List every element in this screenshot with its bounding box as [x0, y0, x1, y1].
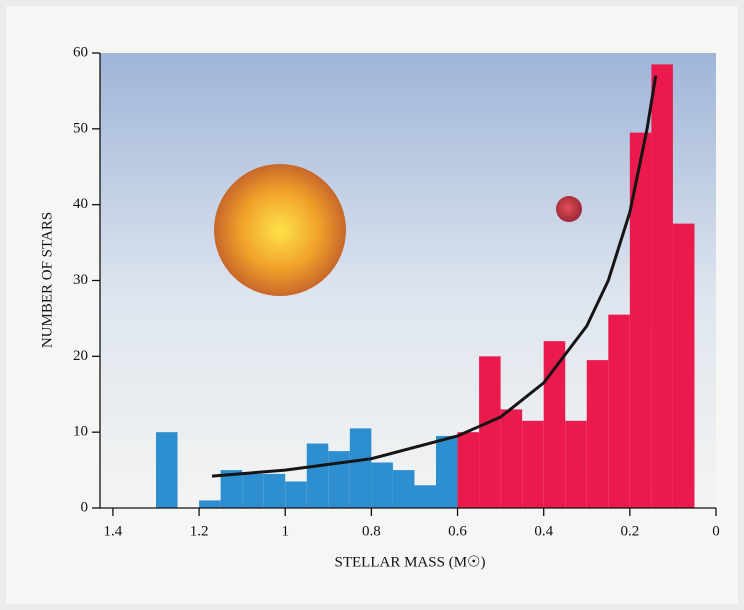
x-tick-label: 0.8 [362, 523, 381, 539]
bar [414, 485, 436, 508]
bar [285, 481, 307, 508]
y-tick-label: 10 [73, 424, 88, 440]
bar [651, 64, 673, 508]
y-tick-label: 40 [73, 196, 88, 212]
bar [371, 463, 393, 509]
y-tick-label: 0 [81, 499, 89, 515]
x-tick-label: 0 [712, 523, 720, 539]
bar [307, 444, 329, 508]
y-tick-label: 50 [73, 120, 88, 136]
bar [630, 133, 652, 508]
dwarf-illustration [556, 196, 582, 222]
bar [501, 409, 523, 508]
x-tick-label: 0.6 [448, 523, 467, 539]
bar [242, 474, 264, 508]
x-tick-label: 1 [281, 523, 289, 539]
y-axis-label: NUMBER OF STARS [39, 212, 55, 348]
bar [479, 356, 501, 508]
bar [199, 500, 221, 508]
bar [393, 470, 415, 508]
bar [328, 451, 350, 508]
bar [264, 474, 286, 508]
bar [350, 428, 372, 508]
x-tick-label: 1.4 [104, 523, 123, 539]
bar [436, 436, 458, 508]
x-tick-label: 0.2 [620, 523, 639, 539]
bar [673, 224, 695, 508]
x-tick-label: 1.2 [190, 523, 209, 539]
bar [156, 432, 178, 508]
x-tick-label: 0.4 [534, 523, 553, 539]
y-tick-label: 30 [73, 272, 88, 288]
bar [608, 315, 630, 508]
chart: NUMBER OF STARS STELLAR MASS (M☉) 010203… [0, 0, 744, 610]
y-tick-label: 20 [73, 348, 88, 364]
y-tick-label: 60 [73, 44, 88, 60]
x-axis-label: STELLAR MASS (M☉) [335, 554, 486, 570]
bar [522, 421, 544, 508]
bar [458, 432, 480, 508]
bar [565, 421, 587, 508]
sun-illustration [214, 164, 346, 296]
bar [587, 360, 609, 508]
